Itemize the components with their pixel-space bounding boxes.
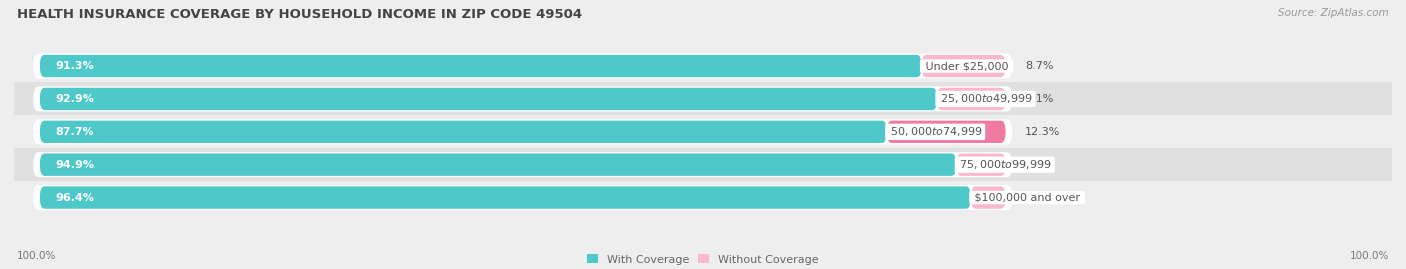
Text: HEALTH INSURANCE COVERAGE BY HOUSEHOLD INCOME IN ZIP CODE 49504: HEALTH INSURANCE COVERAGE BY HOUSEHOLD I… <box>17 8 582 21</box>
Text: 5.1%: 5.1% <box>1025 160 1053 170</box>
FancyBboxPatch shape <box>39 55 921 77</box>
FancyBboxPatch shape <box>34 86 1012 111</box>
Legend: With Coverage, Without Coverage: With Coverage, Without Coverage <box>588 254 818 265</box>
FancyBboxPatch shape <box>39 154 956 176</box>
Text: 7.1%: 7.1% <box>1025 94 1053 104</box>
Text: 8.7%: 8.7% <box>1025 61 1053 71</box>
Text: 100.0%: 100.0% <box>1350 251 1389 261</box>
FancyBboxPatch shape <box>39 186 972 209</box>
Bar <box>14 83 1406 115</box>
Text: 91.3%: 91.3% <box>55 61 94 71</box>
Bar <box>14 148 1406 181</box>
FancyBboxPatch shape <box>972 186 1005 209</box>
FancyBboxPatch shape <box>956 154 1005 176</box>
Text: $50,000 to $74,999: $50,000 to $74,999 <box>887 125 984 138</box>
FancyBboxPatch shape <box>887 121 1005 143</box>
FancyBboxPatch shape <box>34 152 1012 177</box>
Text: 12.3%: 12.3% <box>1025 127 1060 137</box>
Text: 100.0%: 100.0% <box>17 251 56 261</box>
FancyBboxPatch shape <box>34 119 1012 144</box>
FancyBboxPatch shape <box>34 185 1012 210</box>
Bar <box>14 49 1406 83</box>
Text: 96.4%: 96.4% <box>55 193 94 203</box>
Bar <box>14 115 1406 148</box>
FancyBboxPatch shape <box>921 55 1005 77</box>
Text: 87.7%: 87.7% <box>55 127 94 137</box>
Text: $75,000 to $99,999: $75,000 to $99,999 <box>956 158 1053 171</box>
Text: Under $25,000: Under $25,000 <box>921 61 1011 71</box>
FancyBboxPatch shape <box>39 88 936 110</box>
FancyBboxPatch shape <box>39 121 887 143</box>
Text: $25,000 to $49,999: $25,000 to $49,999 <box>936 93 1033 105</box>
Text: 92.9%: 92.9% <box>55 94 94 104</box>
FancyBboxPatch shape <box>936 88 1005 110</box>
Text: 94.9%: 94.9% <box>55 160 94 170</box>
Text: $100,000 and over: $100,000 and over <box>972 193 1084 203</box>
Bar <box>14 181 1406 214</box>
FancyBboxPatch shape <box>34 54 1012 79</box>
Text: Source: ZipAtlas.com: Source: ZipAtlas.com <box>1278 8 1389 18</box>
Text: 3.6%: 3.6% <box>1025 193 1053 203</box>
